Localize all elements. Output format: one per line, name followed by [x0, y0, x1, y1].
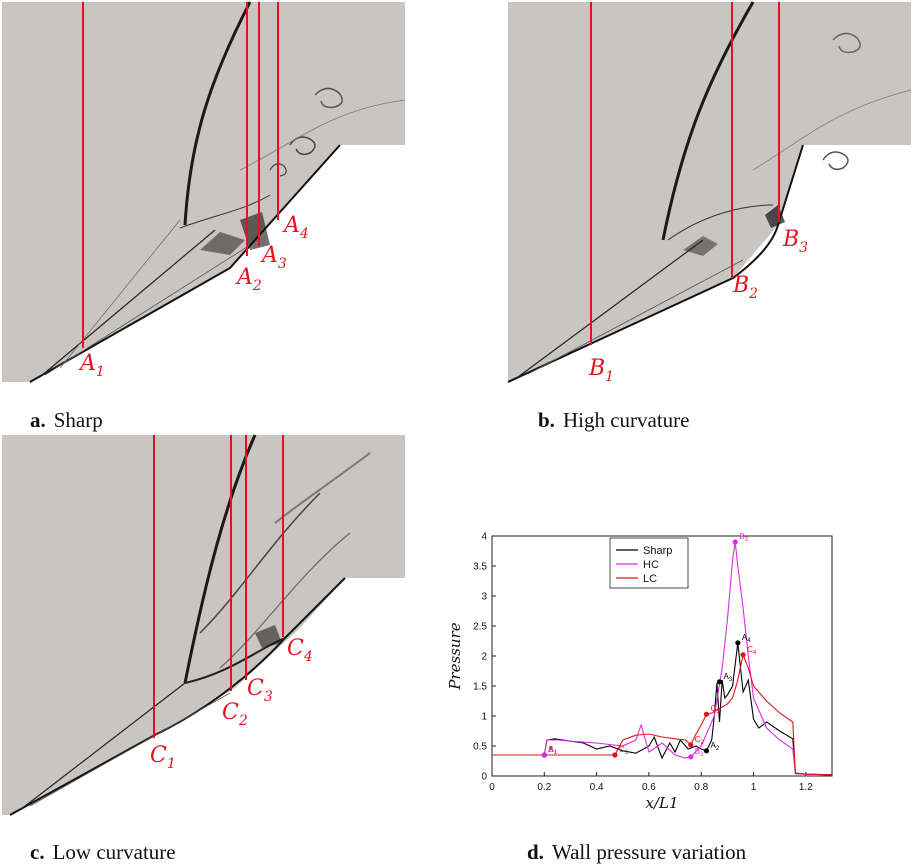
legend-entry: HC	[643, 559, 659, 571]
probe-label: C4	[287, 636, 313, 665]
series-line-hc	[492, 541, 833, 776]
marker-point	[703, 711, 710, 717]
y-tick-label: 2	[481, 652, 487, 663]
caption-wall-pressure: d. Wall pressure variation	[527, 840, 747, 864]
marker-point	[612, 752, 618, 758]
marker-label: A3	[724, 672, 733, 683]
y-tick-label: 1	[481, 712, 487, 723]
x-tick-label: 0	[489, 782, 495, 793]
y-axis-label: Pressure	[446, 622, 464, 690]
marker-point	[740, 652, 746, 658]
probe-label: A1	[78, 351, 105, 380]
schlieren-panel-low-curvature: C1 C2 C3 C4	[2, 434, 405, 816]
legend-entry: LC	[643, 573, 657, 585]
marker-label: A2	[710, 741, 719, 752]
marker-label: A4	[742, 633, 751, 644]
legend-box	[609, 537, 689, 589]
caption-high-curvature: b. High curvature	[538, 408, 690, 432]
schlieren-panel-sharp: A1 A2 A3 A4	[2, 1, 406, 383]
probe-label: B2	[732, 273, 758, 302]
wall-pressure-chart: 0 0.2 0.4 0.6 0.8 1 1.2 0 0.5 1 1.5 2 2.5 3 3.5 4 x/L1 Pr…	[446, 532, 833, 812]
probe-label: B3	[782, 227, 808, 256]
marker-label: C1	[619, 745, 629, 756]
x-axis-label: x/L1	[645, 794, 678, 812]
probe-label: A2	[235, 265, 262, 294]
caption-low-curvature: c. Low curvature	[30, 840, 176, 864]
marker-label: B3	[739, 532, 748, 543]
x-tick-label: 0.6	[642, 782, 656, 793]
marker-label: C3	[710, 704, 720, 715]
y-tick-label: 1.5	[473, 682, 487, 693]
marker-label: B1	[548, 745, 557, 756]
marker-point	[688, 754, 694, 760]
probe-label: B1	[588, 356, 614, 385]
marker-point	[703, 748, 710, 754]
schlieren-panel-high-curvature: B1 B2 B3	[507, 1, 912, 385]
probe-label: C1	[150, 743, 176, 772]
marker-point	[732, 539, 738, 545]
probe-label: C3	[247, 676, 273, 705]
series-line-sharp	[492, 642, 833, 776]
probe-label: A3	[260, 243, 287, 272]
y-tick-label: 4	[481, 532, 487, 543]
y-tick-label: 0.5	[473, 742, 487, 753]
x-tick-label: 1	[751, 782, 757, 793]
probe-label: C2	[222, 700, 248, 729]
x-tick-label: 0.2	[537, 782, 551, 793]
x-tick-label: 0.4	[590, 782, 604, 793]
probe-label: A4	[282, 213, 309, 242]
legend-entry: Sharp	[643, 545, 672, 557]
marker-label: C2	[695, 735, 705, 746]
y-tick-label: 2.5	[473, 622, 487, 633]
marker-point	[735, 640, 741, 646]
marker-label: B2	[695, 747, 704, 758]
marker-label: A1	[548, 745, 557, 756]
marker-point	[716, 679, 723, 685]
x-tick-label: 1.2	[799, 782, 813, 793]
marker-label: C4	[747, 645, 757, 656]
marker-point	[688, 742, 694, 748]
caption-sharp: a. Sharp	[30, 408, 103, 432]
marker-point	[541, 752, 547, 758]
y-tick-label: 3.5	[473, 562, 487, 573]
x-tick-label: 0.8	[694, 782, 708, 793]
y-tick-label: 0	[481, 772, 487, 783]
y-tick-label: 3	[481, 592, 487, 603]
chart-legend: Sharp HC LC	[609, 537, 689, 589]
